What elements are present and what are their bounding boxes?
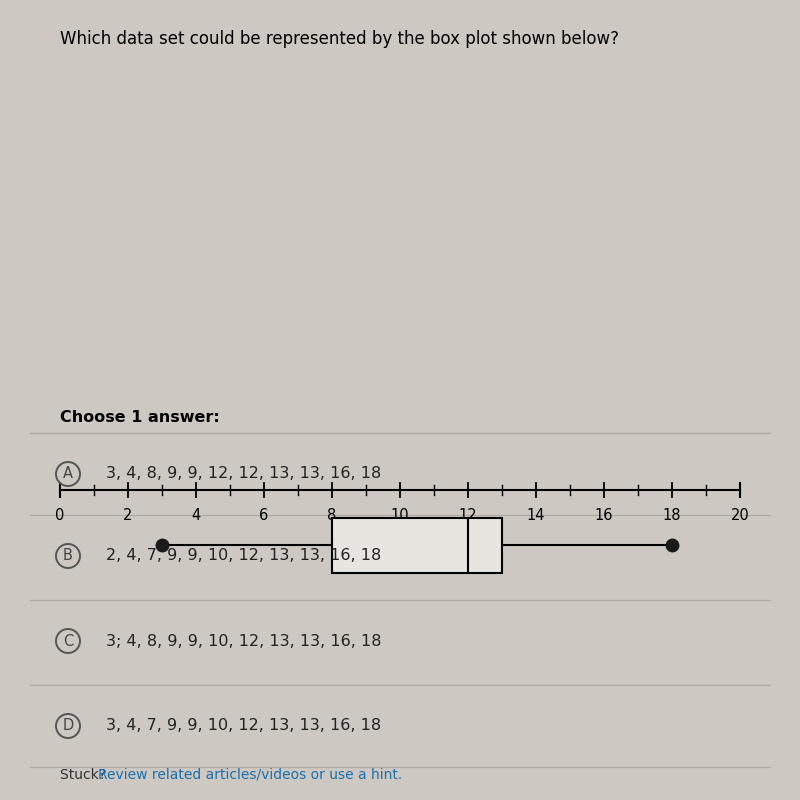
Text: 8: 8 — [327, 508, 337, 523]
Text: 2: 2 — [123, 508, 133, 523]
Text: 18: 18 — [662, 508, 682, 523]
Text: 4: 4 — [191, 508, 201, 523]
Text: 16: 16 — [594, 508, 614, 523]
Text: 3, 4, 8, 9, 9, 12, 12, 13, 13, 16, 18: 3, 4, 8, 9, 9, 12, 12, 13, 13, 16, 18 — [106, 466, 382, 482]
Text: 20: 20 — [730, 508, 750, 523]
Text: C: C — [63, 634, 73, 649]
Text: 0: 0 — [55, 508, 65, 523]
Text: 10: 10 — [390, 508, 410, 523]
Text: Choose 1 answer:: Choose 1 answer: — [60, 410, 220, 425]
Text: A: A — [63, 466, 73, 482]
Text: B: B — [63, 549, 73, 563]
Text: 6: 6 — [259, 508, 269, 523]
Text: D: D — [62, 718, 74, 734]
Text: Review related articles/videos or use a hint.: Review related articles/videos or use a … — [98, 768, 402, 782]
Text: Which data set could be represented by the box plot shown below?: Which data set could be represented by t… — [60, 30, 619, 48]
Bar — [332, 518, 502, 573]
Text: Stuck?: Stuck? — [60, 768, 110, 782]
Text: 12: 12 — [458, 508, 478, 523]
Text: 3; 4, 8, 9, 9, 10, 12, 13, 13, 16, 18: 3; 4, 8, 9, 9, 10, 12, 13, 13, 16, 18 — [106, 634, 382, 649]
Text: 2, 4, 7, 9, 9, 10, 12, 13, 13, 16, 18: 2, 4, 7, 9, 9, 10, 12, 13, 13, 16, 18 — [106, 549, 382, 563]
Text: 14: 14 — [526, 508, 546, 523]
Text: 3, 4, 7, 9, 9, 10, 12, 13, 13, 16, 18: 3, 4, 7, 9, 9, 10, 12, 13, 13, 16, 18 — [106, 718, 381, 734]
